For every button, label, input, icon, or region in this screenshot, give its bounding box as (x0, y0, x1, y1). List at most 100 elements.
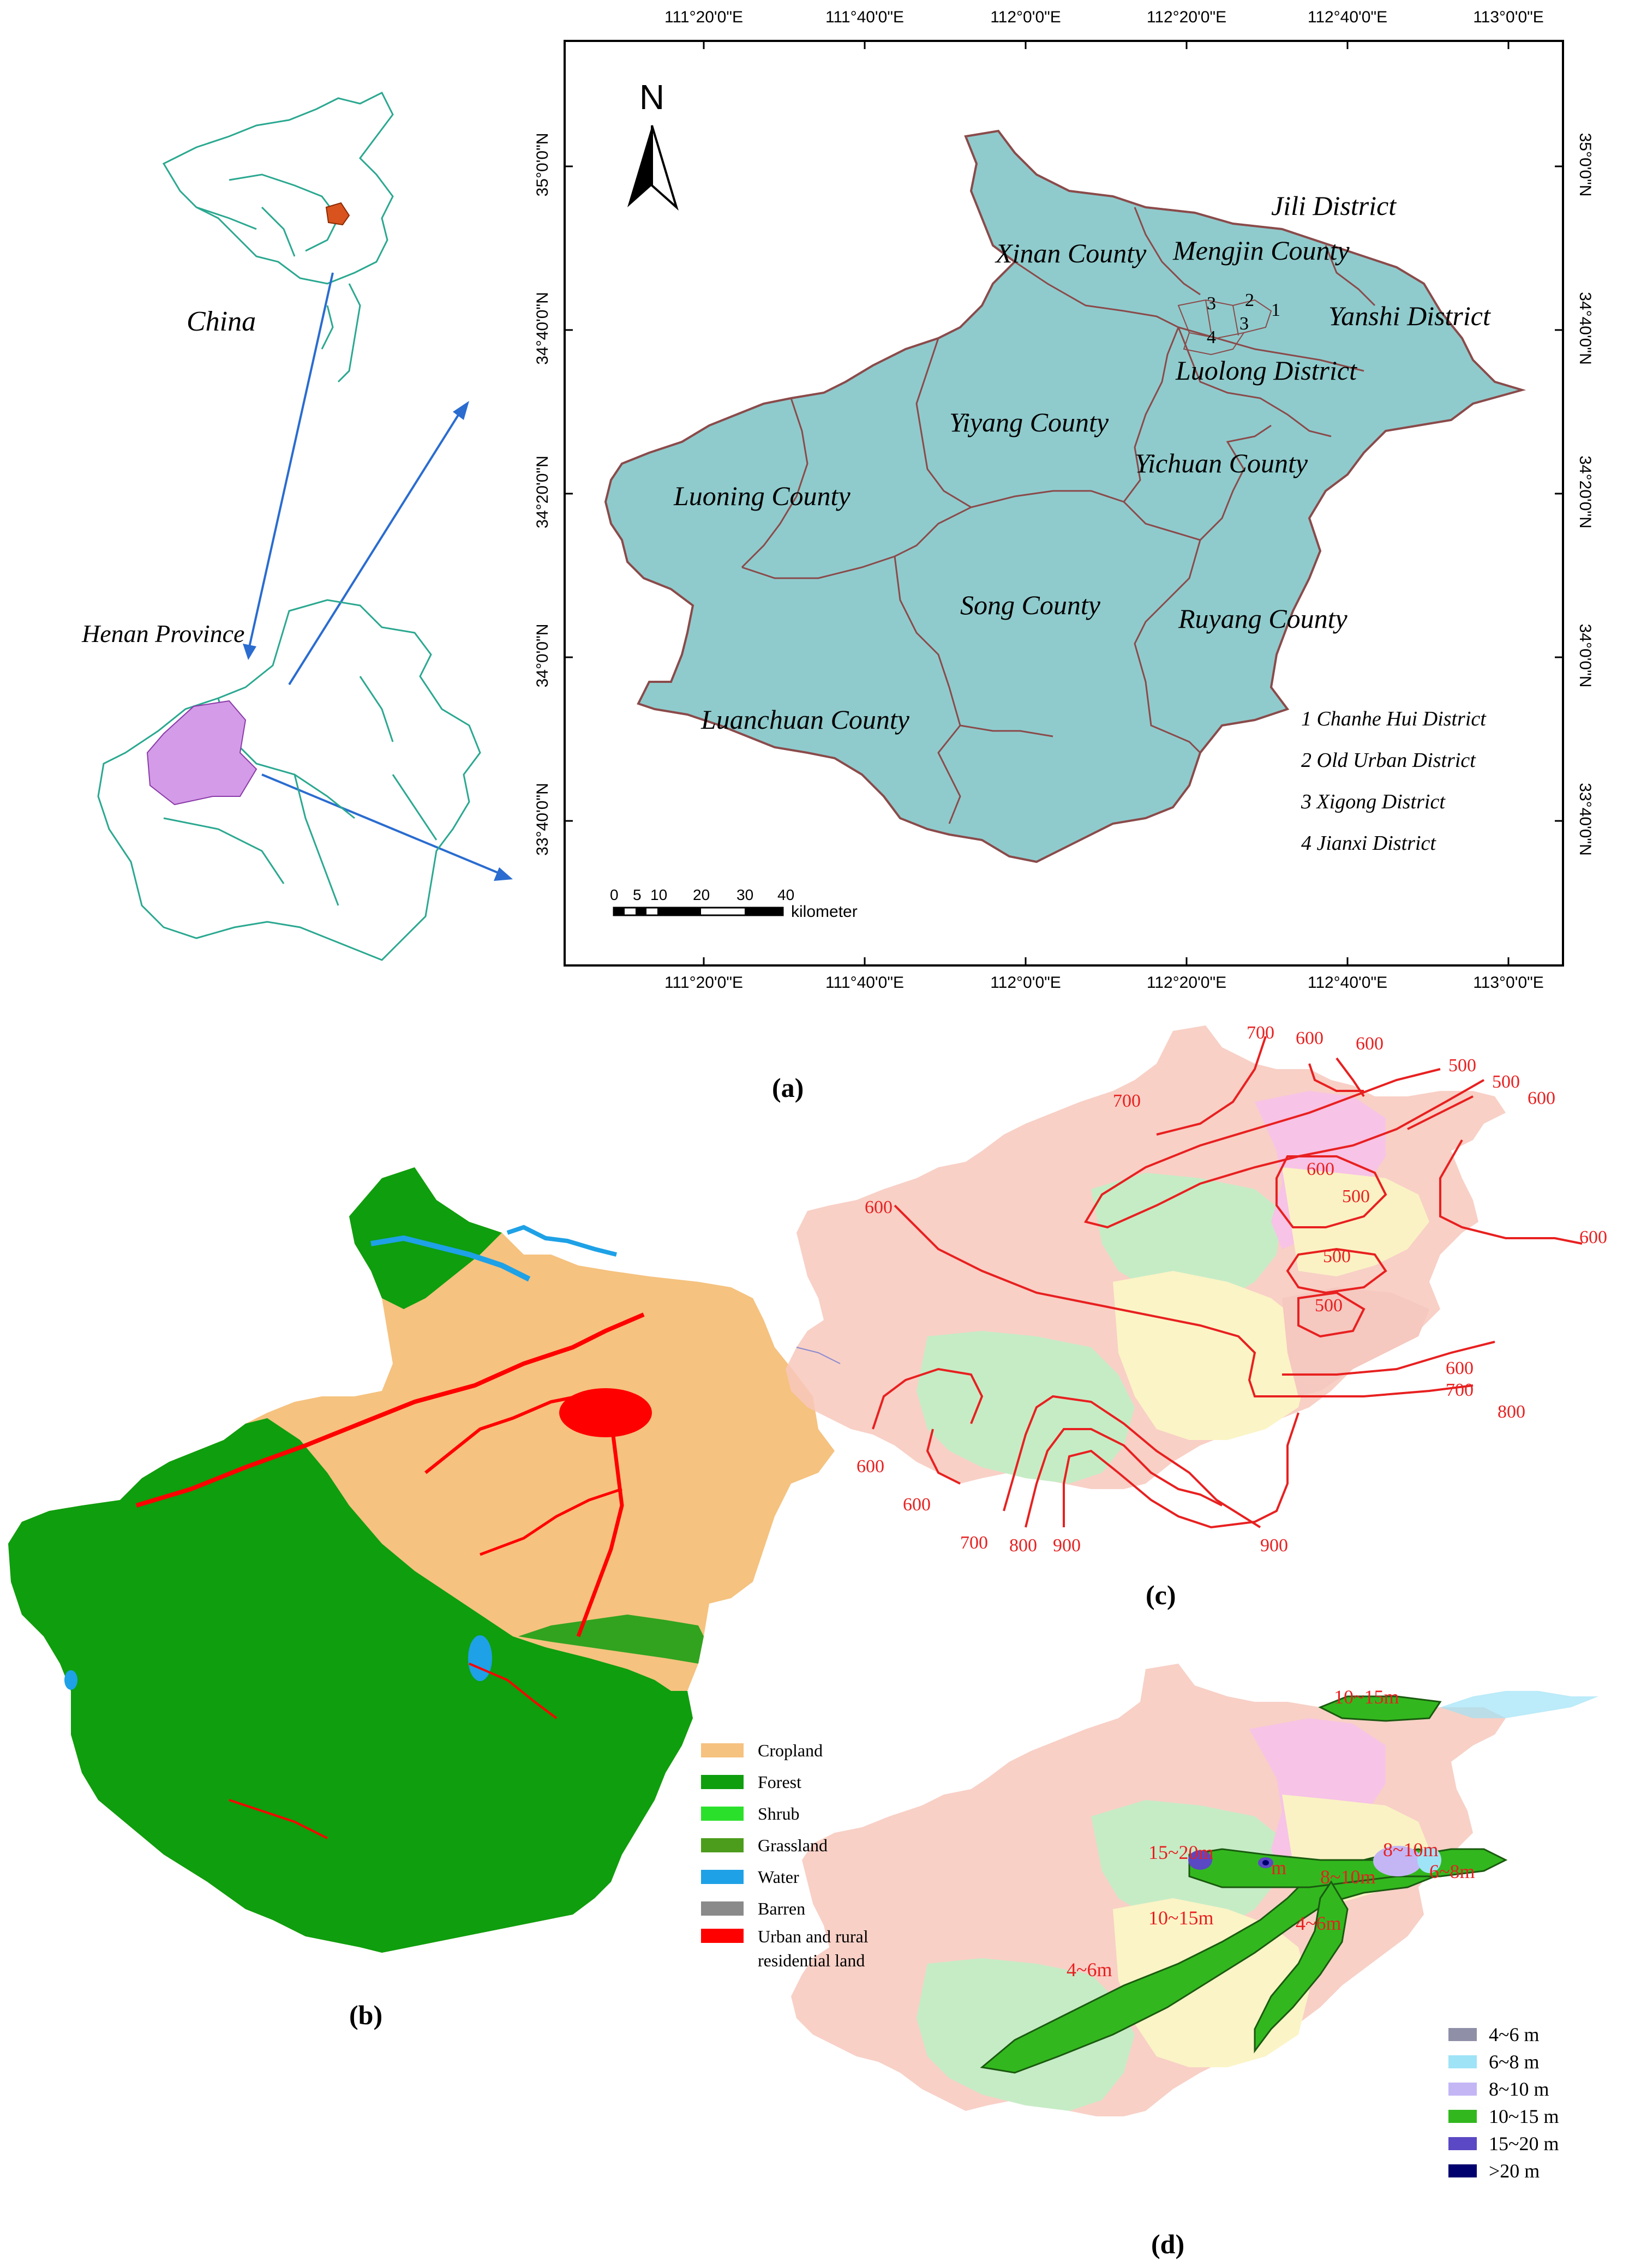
lon-tick-label: 112°0'0"E (990, 974, 1061, 992)
china-inset-map (162, 91, 394, 383)
district-key-item: 3 Xigong District (1301, 790, 1445, 813)
lon-tick-label: 111°20'0"E (664, 8, 744, 26)
legend-swatch (701, 1775, 744, 1789)
legend-swatch (1448, 2164, 1477, 2177)
henan-label: Henan Province (82, 620, 245, 647)
scale-tick: 40 (777, 886, 795, 903)
lat-tick-label: 34°40'0"N (1576, 292, 1594, 365)
contour-label: 500 (1342, 1186, 1370, 1207)
county-label-luolong: Luolong District (1176, 355, 1357, 386)
legend-label: Urban and rural residential land (758, 1927, 869, 1970)
panel-a-label: (a) (772, 1072, 804, 1103)
lat-tick-label: 34°20'0"N (1576, 455, 1594, 529)
county-region (604, 129, 1526, 863)
legend-item: Grassland (701, 1829, 921, 1861)
lon-tick-label: 112°0'0"E (990, 8, 1061, 26)
lat-tick-label: 34°40'0"N (534, 292, 552, 365)
legend-label: 4~6 m (1489, 2024, 1540, 2045)
zone-label: 4~6m (1296, 1912, 1341, 1934)
scale-bar (613, 907, 784, 916)
contour-label: 600 (1579, 1227, 1607, 1247)
legend-label: >20 m (1489, 2160, 1540, 2182)
county-label-ruyang: Ruyang County (1178, 603, 1347, 634)
zone-label: m (1271, 1857, 1287, 1879)
contour-label: 600 (865, 1197, 893, 1217)
panel-d-label: (d) (1151, 2229, 1185, 2259)
lat-tick-marks (565, 165, 1563, 822)
legend-swatch (701, 1901, 744, 1916)
lat-tick-label: 34°0'0"N (1576, 623, 1594, 688)
legend-swatch (1448, 2083, 1477, 2096)
scale-unit: kilometer (791, 903, 858, 921)
contour-label: 600 (1356, 1034, 1384, 1054)
zone-label: 8~10m (1320, 1866, 1376, 1888)
luoyang-county-map (604, 129, 1526, 863)
lat-tick-label: 34°20'0"N (534, 455, 552, 529)
district-number: 4 (1207, 327, 1216, 347)
inset-arrow-head-2 (453, 401, 469, 420)
panel-b-label: (b) (349, 2000, 383, 2030)
legend-swatch (701, 1807, 744, 1821)
contour-label: 700 (1247, 1023, 1274, 1043)
legend-item: 8~10 m (1448, 2075, 1559, 2103)
inset-arrow-2 (288, 405, 465, 686)
legend-item: 6~8 m (1448, 2048, 1559, 2075)
henan-luoyang-highlight (146, 700, 257, 806)
district-number: 2 (1245, 290, 1254, 310)
contour-label: 600 (857, 1456, 884, 1477)
district-number: 3 (1207, 293, 1216, 314)
lon-tick-label: 112°20'0"E (1146, 8, 1227, 26)
contour-label: 600 (1528, 1088, 1555, 1108)
district-number: 3 (1239, 314, 1249, 334)
scale-tick: 20 (693, 886, 710, 903)
legend-item: Urban and rural residential land (701, 1924, 921, 1973)
lat-tick-label: 35°0'0"N (1576, 133, 1594, 197)
panel-c-label: (c) (1146, 1580, 1176, 1610)
district-key-item: 1 Chanhe Hui District (1301, 707, 1486, 730)
legend-label: 8~10 m (1489, 2078, 1549, 2100)
scale-tick: 30 (736, 886, 754, 903)
legend-item: Shrub (701, 1798, 921, 1829)
isohyet-lines (872, 1036, 1583, 1529)
legend-label: 6~8 m (1489, 2051, 1540, 2073)
zone-label: 10~15m (1148, 1907, 1214, 1929)
legend-item: >20 m (1448, 2157, 1559, 2185)
zone-label: 10~15m (1334, 1686, 1399, 1708)
contour-label: 700 (1446, 1380, 1474, 1400)
legend-label: Shrub (758, 1803, 800, 1823)
legend-item: 10~15 m (1448, 2103, 1559, 2130)
contour-label: 900 (1260, 1535, 1288, 1556)
legend-swatch (1448, 2055, 1477, 2068)
precipitation-map (786, 1025, 1506, 1489)
depth-legend: 4~6 m 6~8 m 8~10 m 10~15 m 15~20 m >20 m (1448, 2021, 1559, 2185)
contour-label: 500 (1315, 1295, 1343, 1316)
urban-districts (1177, 299, 1272, 356)
lon-tick-label: 112°20'0"E (1146, 974, 1227, 992)
contour-label: 600 (903, 1495, 931, 1515)
lat-tick-label: 33°40'0"N (1576, 783, 1594, 856)
contour-label: 600 (1446, 1358, 1474, 1378)
china-label: China (187, 306, 256, 337)
county-label-yiyang: Yiyang County (949, 407, 1109, 437)
legend-swatch (1448, 2137, 1477, 2150)
lon-tick-label: 111°40'0"E (825, 974, 905, 992)
contour-label: 500 (1448, 1055, 1476, 1076)
lon-tick-label: 113°0'0"E (1473, 974, 1544, 992)
legend-item: 15~20 m (1448, 2130, 1559, 2157)
county-boundaries (741, 207, 1376, 824)
contour-label: 800 (1498, 1402, 1525, 1422)
legend-label: Water (758, 1867, 799, 1887)
zone-label: 6~8m (1429, 1861, 1475, 1882)
inset-arrow-3 (261, 773, 505, 877)
district-key-item: 2 Old Urban District (1301, 749, 1476, 772)
legend-label: 15~20 m (1489, 2133, 1559, 2155)
landcover-map (8, 1167, 835, 1953)
inset-arrow-1 (247, 272, 334, 652)
contour-label: 600 (1307, 1159, 1334, 1179)
scale-tick: 10 (650, 886, 668, 903)
lon-tick-label: 111°40'0"E (825, 8, 905, 26)
legend-swatch (1448, 2110, 1477, 2123)
county-label-xinan: Xinan County (996, 238, 1147, 268)
county-label-yanshi: Yanshi District (1328, 301, 1490, 331)
district-key: 1 Chanhe Hui District 2 Old Urban Distri… (1301, 698, 1486, 864)
